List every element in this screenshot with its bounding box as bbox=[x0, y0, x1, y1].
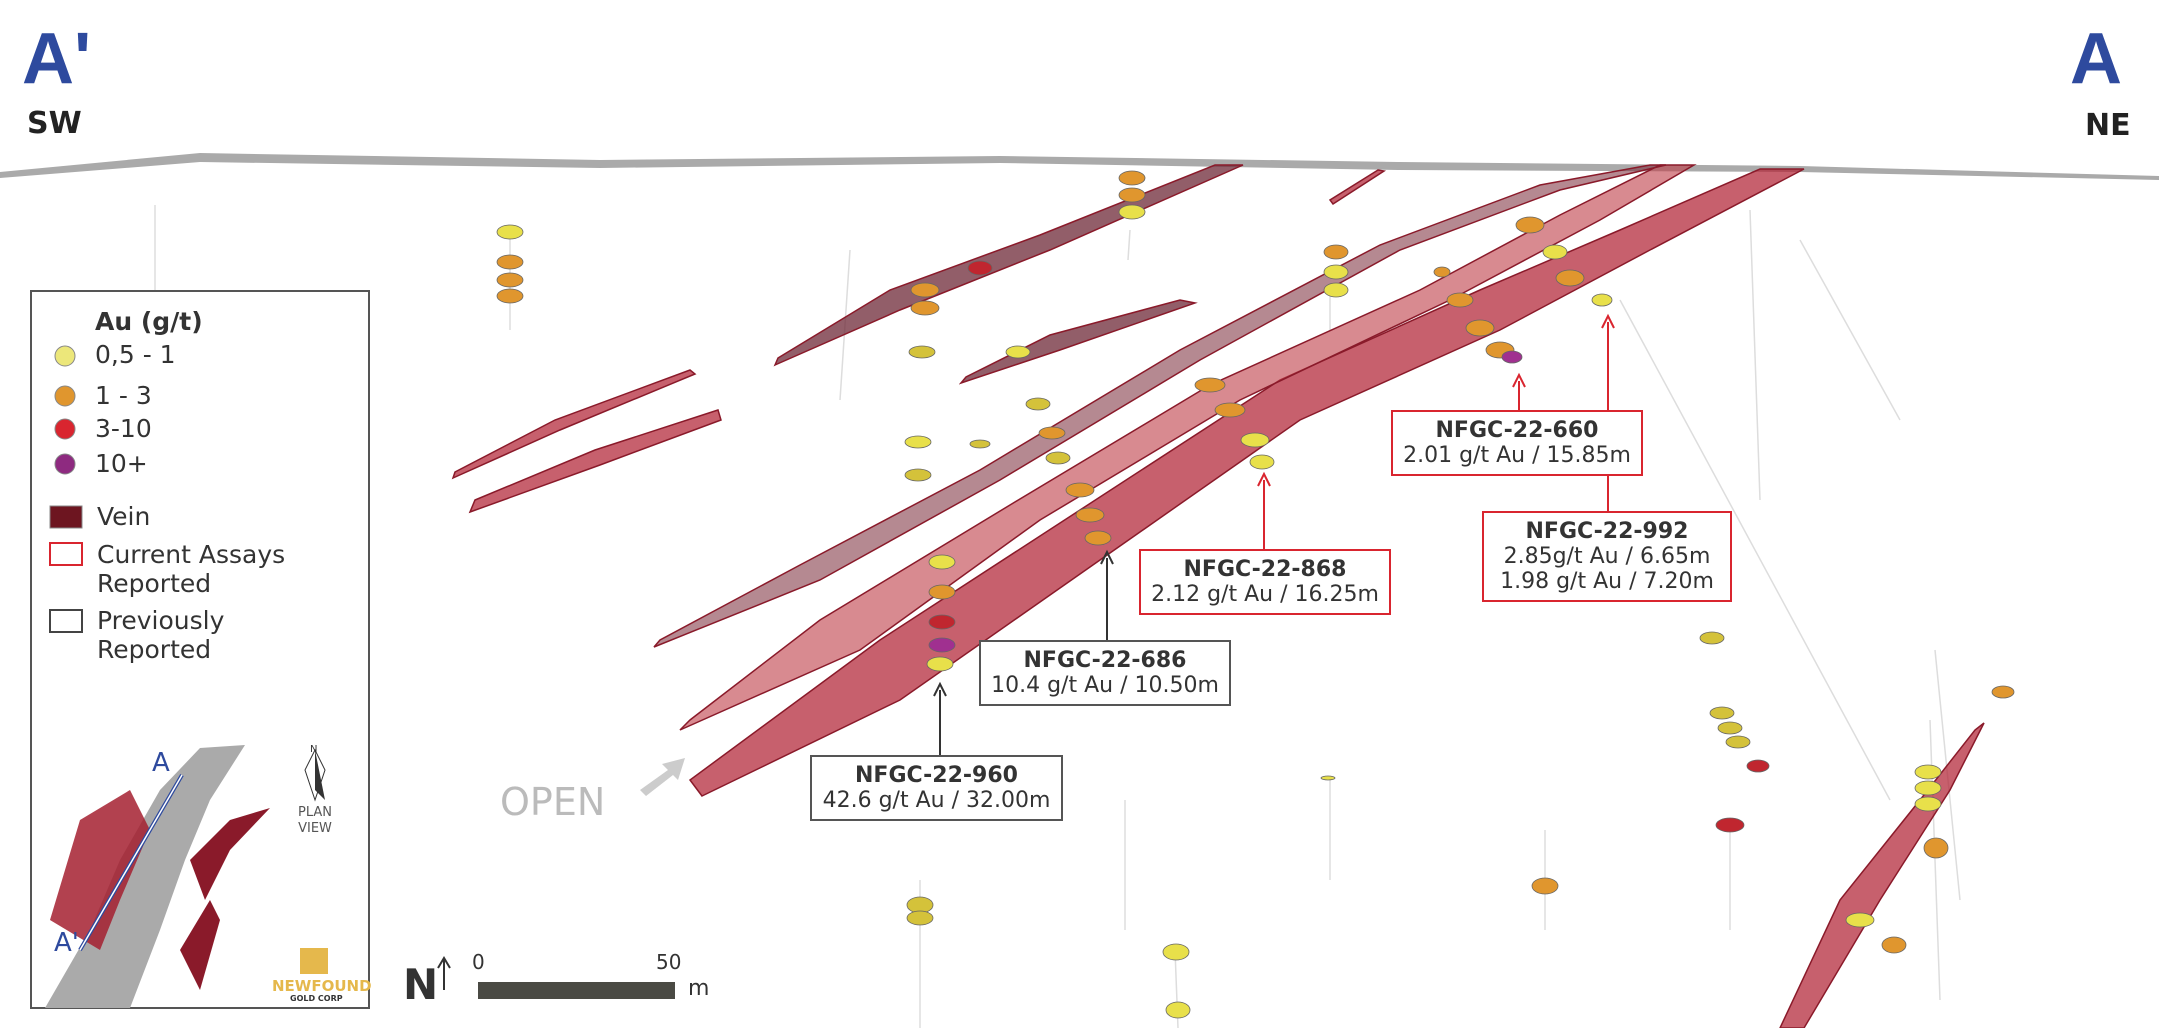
topography bbox=[0, 153, 2159, 180]
legend-item: Previously Reported bbox=[97, 606, 225, 664]
legend-title: Au (g/t) bbox=[95, 307, 203, 336]
logo-sub: GOLD CORP bbox=[290, 994, 343, 1003]
plan-label: A bbox=[152, 748, 170, 778]
plan-north: N bbox=[310, 744, 318, 755]
callout: NFGC-22-660 2.01 g/t Au / 15.85m bbox=[1391, 410, 1643, 476]
hole-id: NFGC-22-868 bbox=[1183, 557, 1347, 582]
callout: NFGC-22-868 2.12 g/t Au / 16.25m bbox=[1139, 549, 1391, 615]
scale-bar bbox=[478, 982, 675, 999]
callout: NFGC-22-960 42.6 g/t Au / 32.00m bbox=[810, 755, 1063, 821]
open-arrow bbox=[640, 758, 685, 796]
callout: NFGC-22-686 10.4 g/t Au / 10.50m bbox=[979, 640, 1231, 706]
plan-caption: PLAN VIEW bbox=[298, 805, 332, 836]
hole-id: NFGC-22-686 bbox=[1023, 648, 1187, 673]
legend-item: Current Assays Reported bbox=[97, 540, 286, 598]
open-label: OPEN bbox=[500, 780, 606, 824]
legend-item: 3-10 bbox=[95, 414, 152, 443]
plan-label: A' bbox=[54, 928, 79, 958]
direction-label: SW bbox=[27, 106, 82, 141]
assay-markers bbox=[496, 170, 2015, 1019]
legend-item: 1 - 3 bbox=[95, 381, 152, 410]
legend-item: 0,5 - 1 bbox=[95, 340, 176, 369]
hole-result: 2.12 g/t Au / 16.25m bbox=[1151, 582, 1379, 607]
north-label: N bbox=[403, 960, 439, 1009]
section-end-label: A' bbox=[22, 19, 92, 99]
hole-result: 2.85g/t Au / 6.65m bbox=[1503, 544, 1711, 569]
legend-item: 10+ bbox=[95, 449, 148, 478]
drill-traces bbox=[154, 205, 1961, 1028]
legend-item: Vein bbox=[97, 502, 151, 531]
section-end-label: A bbox=[2070, 19, 2122, 99]
scale-label: 0 bbox=[472, 950, 485, 974]
plan-view-map bbox=[45, 745, 328, 1008]
hole-result: 42.6 g/t Au / 32.00m bbox=[822, 788, 1051, 813]
hole-result: 1.98 g/t Au / 7.20m bbox=[1500, 569, 1714, 594]
hole-result: 2.01 g/t Au / 15.85m bbox=[1403, 443, 1631, 468]
direction-label: NE bbox=[2085, 108, 2131, 143]
hole-id: NFGC-22-992 bbox=[1525, 519, 1689, 544]
north-arrow bbox=[437, 956, 451, 990]
logo: NEWFOUND bbox=[272, 977, 372, 995]
callout: NFGC-22-992 2.85g/t Au / 6.65m 1.98 g/t Au… bbox=[1482, 511, 1732, 602]
scale-label: 50 bbox=[656, 950, 682, 974]
legend-symbols bbox=[49, 345, 83, 633]
scale-unit: m bbox=[688, 976, 710, 1001]
hole-id: NFGC-22-660 bbox=[1435, 418, 1599, 443]
hole-result: 10.4 g/t Au / 10.50m bbox=[991, 673, 1219, 698]
hole-id: NFGC-22-960 bbox=[855, 763, 1018, 788]
